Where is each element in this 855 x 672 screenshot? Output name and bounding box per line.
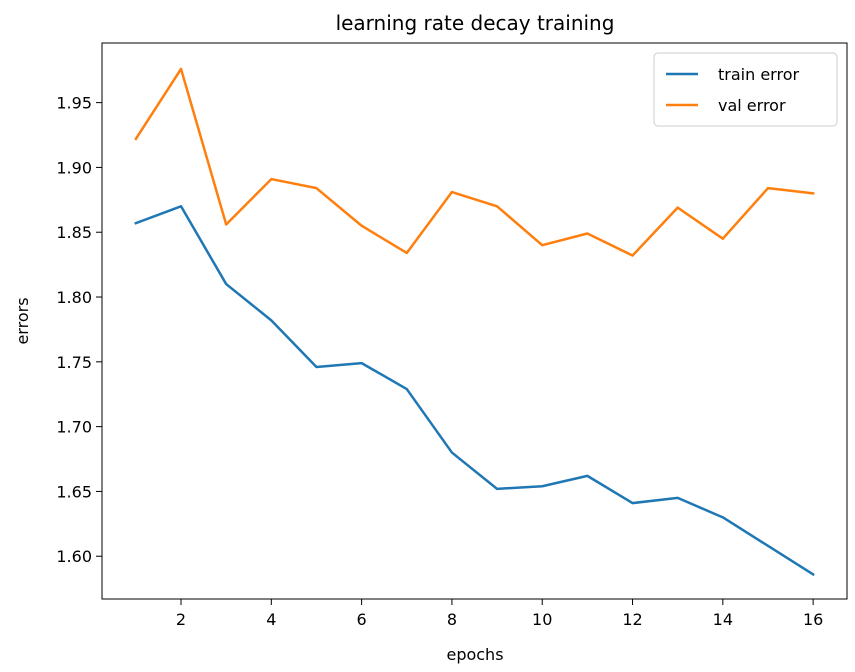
legend-box bbox=[653, 52, 838, 127]
y-axis-label: errors bbox=[13, 297, 32, 344]
x-axis-label: epochs bbox=[446, 645, 503, 664]
series-line-train-error bbox=[134, 205, 815, 577]
legend-label-train-error: train error bbox=[718, 65, 799, 84]
x-tick-label: 6 bbox=[357, 610, 367, 629]
x-axis: 2 4 6 8 10 12 14 16 bbox=[176, 599, 823, 629]
x-tick-label: 16 bbox=[803, 610, 823, 629]
y-axis: 1.60 1.65 1.70 1.75 1.80 1.85 1.90 1.95 bbox=[56, 94, 102, 566]
y-tick-label: 1.70 bbox=[56, 418, 92, 437]
legend: train error val error bbox=[653, 52, 838, 127]
y-tick-label: 1.60 bbox=[56, 547, 92, 566]
y-tick-label: 1.85 bbox=[56, 223, 92, 242]
x-tick-label: 10 bbox=[532, 610, 552, 629]
x-tick-label: 8 bbox=[447, 610, 457, 629]
y-tick-label: 1.80 bbox=[56, 288, 92, 307]
plot-area bbox=[101, 42, 848, 600]
legend-label-val-error: val error bbox=[718, 96, 786, 115]
x-tick-label: 14 bbox=[713, 610, 733, 629]
series-lines bbox=[134, 67, 815, 577]
x-tick-label: 2 bbox=[176, 610, 186, 629]
y-tick-label: 1.65 bbox=[56, 482, 92, 501]
series-line-val-error bbox=[134, 67, 815, 257]
y-tick-label: 1.75 bbox=[56, 353, 92, 372]
x-tick-label: 12 bbox=[622, 610, 642, 629]
chart-title: learning rate decay training bbox=[336, 11, 615, 35]
x-tick-label: 4 bbox=[266, 610, 276, 629]
y-tick-label: 1.95 bbox=[56, 94, 92, 113]
y-tick-label: 1.90 bbox=[56, 158, 92, 177]
